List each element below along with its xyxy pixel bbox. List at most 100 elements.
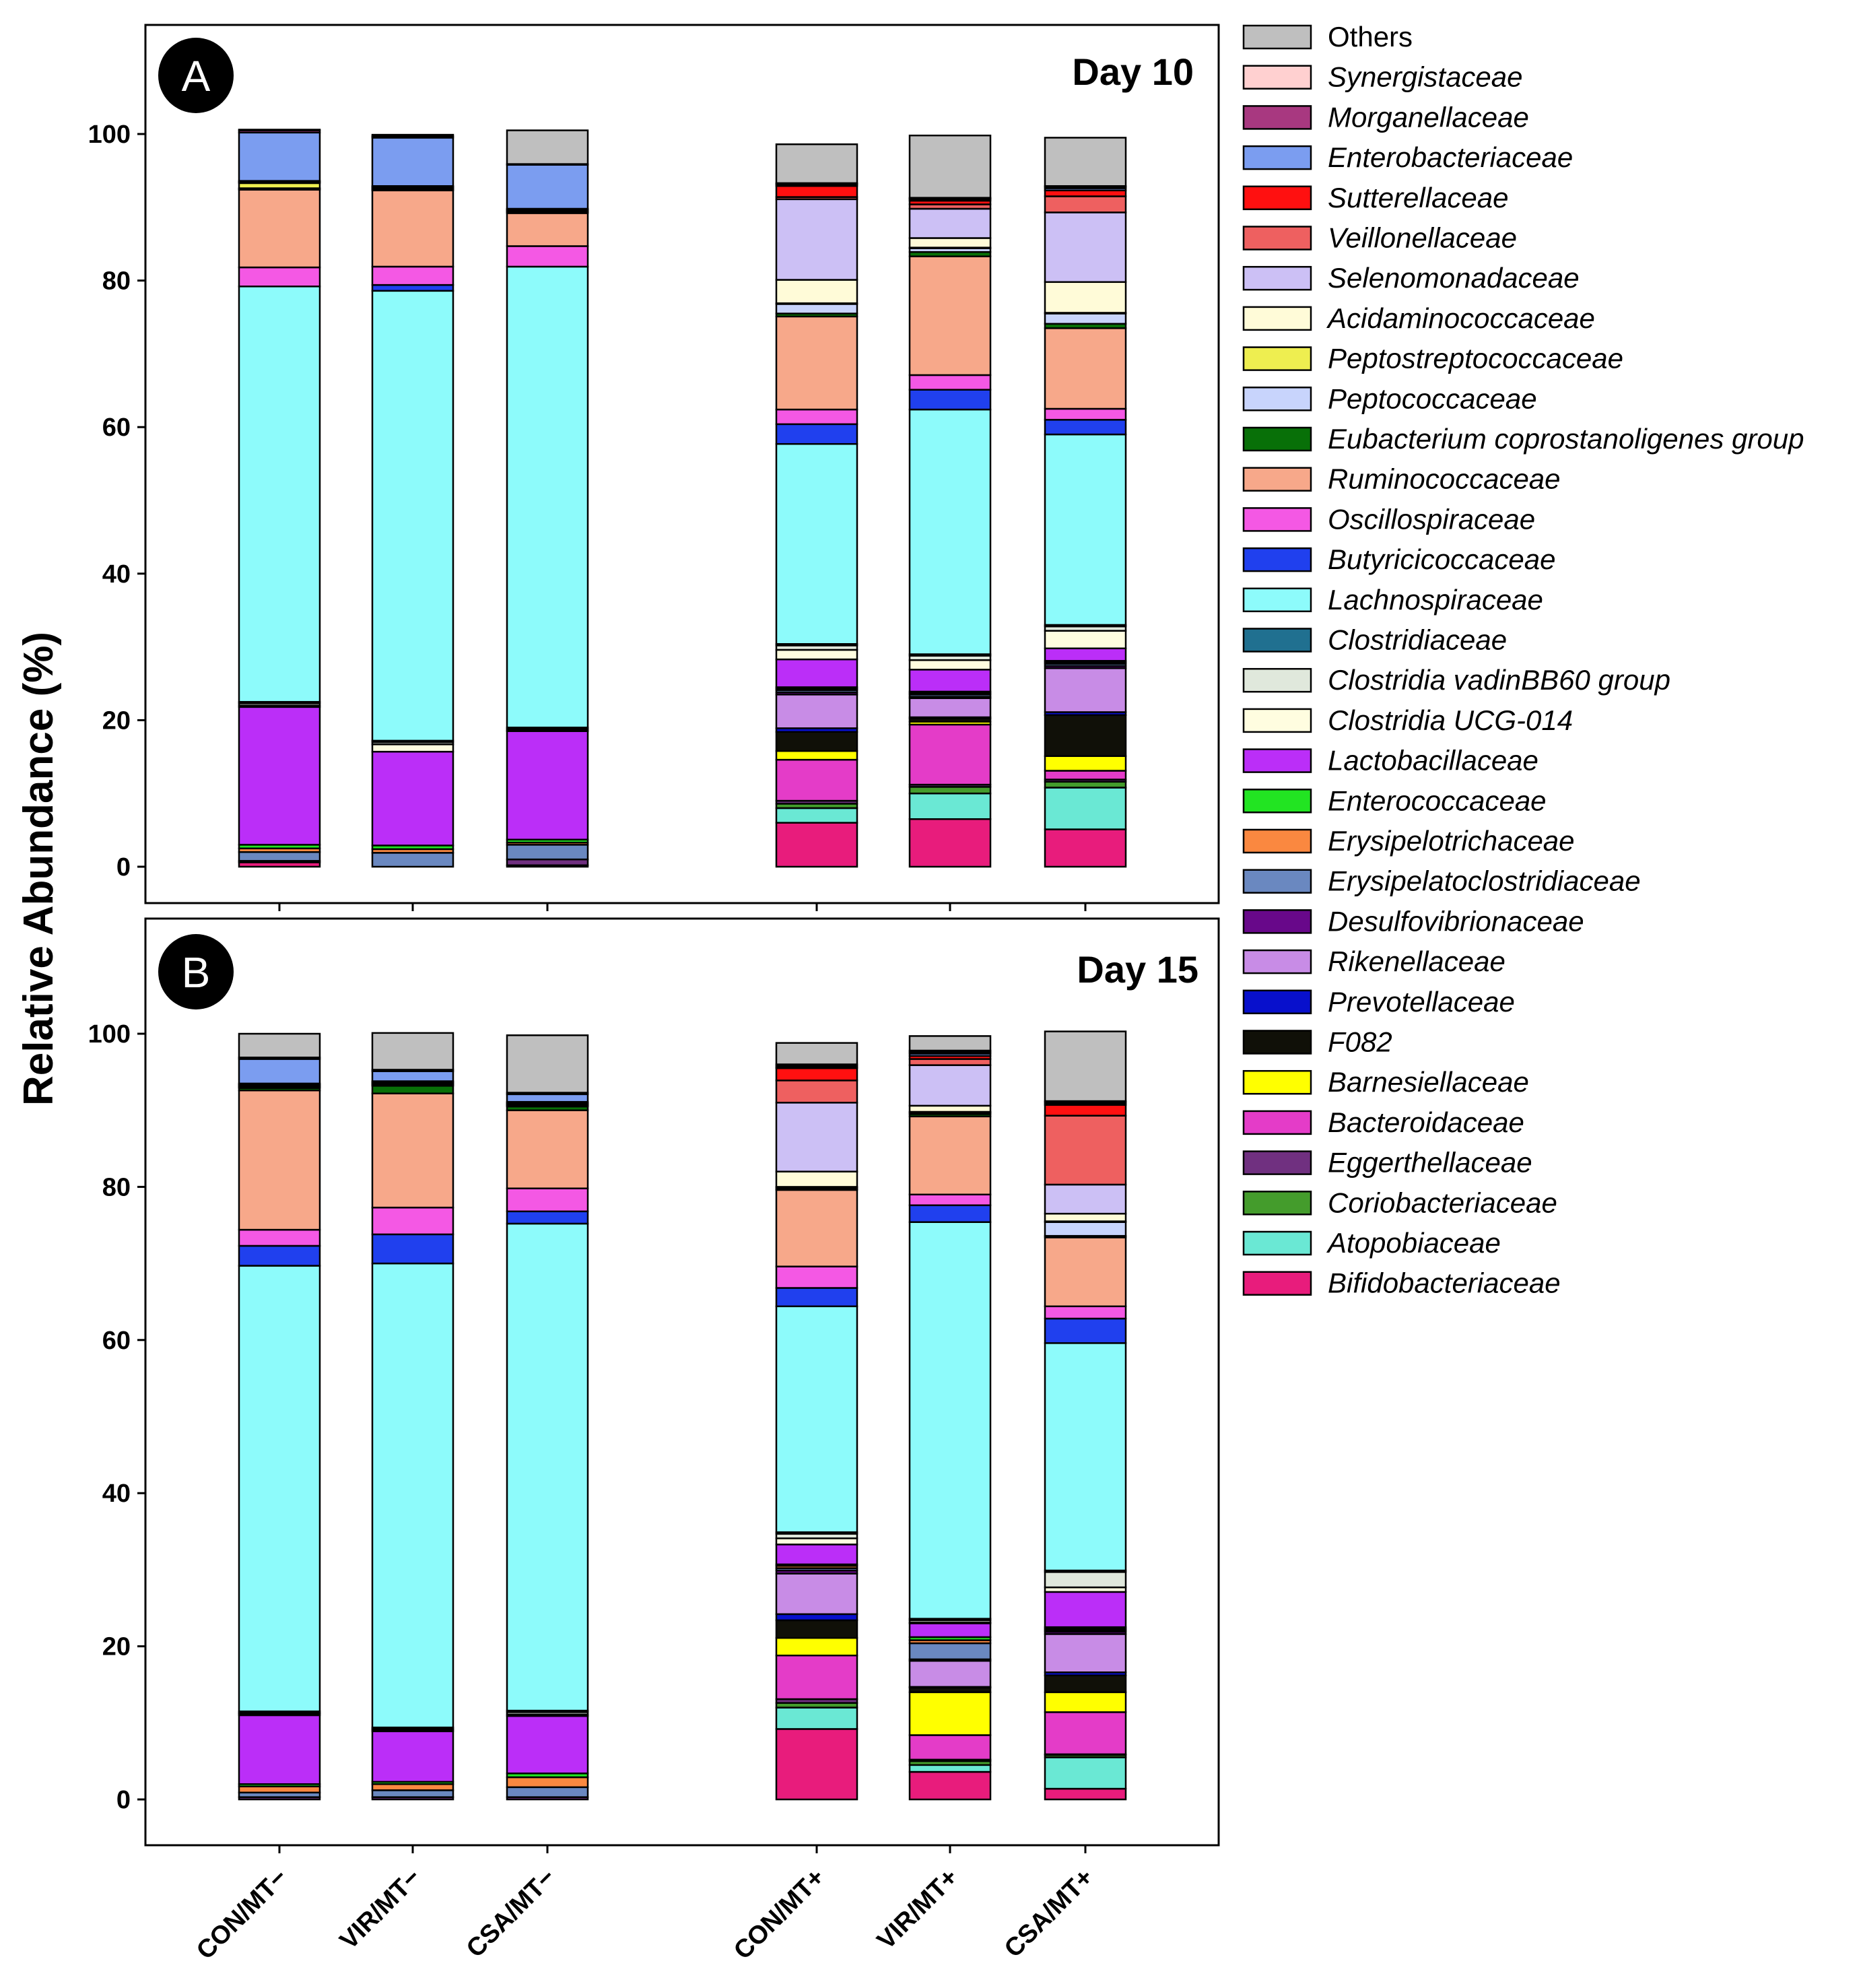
segment-atopobiaceae bbox=[908, 1764, 992, 1773]
segment-butyricicoccaceae bbox=[1044, 419, 1127, 436]
legend-item-bacteroidaceae: Bacteroidaceae bbox=[1242, 1106, 1524, 1138]
legend-swatch bbox=[1242, 1110, 1312, 1135]
panel-b-ytick-label: 20 bbox=[102, 1633, 131, 1661]
legend: Others Synergistaceae Morganellaceae Entero… bbox=[1242, 21, 1804, 1299]
legend-item-desulfovibrionaceae: Desulfovibrionaceae bbox=[1242, 905, 1584, 937]
segment-butyricicoccaceae bbox=[908, 1204, 992, 1223]
panel-b-bar-csa-mt bbox=[506, 1034, 589, 1801]
segment-erysipelotrichaceae bbox=[238, 1785, 321, 1794]
segment-erysipelotrichaceae bbox=[371, 1783, 454, 1791]
segment-selenomonadaceae bbox=[908, 1064, 992, 1107]
panel-b-ytick-label: 100 bbox=[88, 1020, 131, 1049]
segment-sutterellaceae bbox=[775, 185, 858, 198]
segment-oscillospiraceae bbox=[775, 408, 858, 426]
segment-acidaminococcaceae bbox=[908, 237, 992, 249]
legend-label: Clostridiaceae bbox=[1328, 624, 1507, 656]
segment-others bbox=[908, 1035, 992, 1052]
segment-coriobacteriaceae bbox=[908, 786, 992, 795]
legend-item-clostridia-vadinbb60-group: Clostridia vadinBB60 group bbox=[1242, 664, 1670, 696]
segment-lactobacillaceae bbox=[238, 706, 321, 846]
segment-rikenellaceae bbox=[775, 694, 858, 729]
segment-enterobacteriaceae bbox=[371, 137, 454, 187]
segment-lachnospiraceae bbox=[908, 408, 992, 655]
segment-lachnospiraceae bbox=[371, 290, 454, 742]
legend-item-acidaminococcaceae: Acidaminococcaceae bbox=[1242, 302, 1595, 334]
segment-ruminococcaceae bbox=[238, 1089, 321, 1231]
segment-bifidobacteriaceae bbox=[908, 818, 992, 868]
segment-erysipelatoclostridiaceae bbox=[371, 852, 454, 868]
legend-swatch bbox=[1242, 387, 1312, 411]
panel-b-ytick-label: 40 bbox=[102, 1480, 131, 1508]
segment-acidaminococcaceae bbox=[775, 1170, 858, 1188]
segment-atopobiaceae bbox=[775, 807, 858, 824]
legend-label: Selenomonadaceae bbox=[1328, 262, 1580, 294]
segment-selenomonadaceae bbox=[775, 198, 858, 281]
panel-a-bar-vir-mt bbox=[371, 133, 454, 868]
segment-others bbox=[238, 1032, 321, 1059]
segment-lactobacillaceae bbox=[238, 1714, 321, 1785]
segment-others bbox=[1044, 1030, 1127, 1102]
panel-b-bar-con-mt bbox=[238, 1032, 321, 1801]
panel-a-ytick-label: 100 bbox=[88, 121, 131, 149]
legend-swatch bbox=[1242, 628, 1312, 653]
legend-item-peptostreptococcaceae: Peptostreptococcaceae bbox=[1242, 343, 1623, 374]
panel-a-title: Day 10 bbox=[1072, 51, 1194, 93]
legend-swatch bbox=[1242, 667, 1312, 693]
legend-label: Morganellaceae bbox=[1328, 101, 1529, 133]
legend-swatch bbox=[1242, 226, 1312, 251]
segment-oscillospiraceae bbox=[371, 1206, 454, 1236]
legend-swatch bbox=[1242, 65, 1312, 90]
segment-lachnospiraceae bbox=[775, 442, 858, 645]
legend-item-rikenellaceae: Rikenellaceae bbox=[1242, 946, 1505, 977]
segment-f082 bbox=[775, 1619, 858, 1639]
segment-rikenellaceae bbox=[908, 1659, 992, 1688]
segment-lactobacillaceae bbox=[775, 1544, 858, 1566]
panel-b-ytick-label: 80 bbox=[102, 1173, 131, 1201]
segment-bacteroidaceae bbox=[775, 1654, 858, 1700]
panel-b-letter: B bbox=[182, 948, 211, 997]
legend-item-eggerthellaceae: Eggerthellaceae bbox=[1242, 1147, 1532, 1179]
segment-lachnospiraceae bbox=[506, 265, 589, 729]
panel-a-ytick-label: 80 bbox=[102, 267, 131, 296]
segment-oscillospiraceae bbox=[908, 1193, 992, 1206]
legend-item-erysipelatoclostridiaceae: Erysipelatoclostridiaceae bbox=[1242, 865, 1641, 897]
segment-acidaminococcaceae bbox=[1044, 1212, 1127, 1222]
segment-atopobiaceae bbox=[775, 1707, 858, 1730]
segment-f082 bbox=[1044, 714, 1127, 757]
legend-item-eubacterium-coprostanoligenes-group: Eubacterium coprostanoligenes group bbox=[1242, 423, 1804, 455]
segment-others bbox=[908, 134, 992, 199]
legend-swatch bbox=[1242, 24, 1312, 50]
segment-peptococcaceae bbox=[1044, 1221, 1127, 1237]
legend-item-butyricicoccaceae: Butyricicoccaceae bbox=[1242, 543, 1555, 575]
legend-label: Lachnospiraceae bbox=[1328, 584, 1543, 616]
segment-bacteroidaceae bbox=[775, 758, 858, 802]
panel-b-title: Day 15 bbox=[1077, 948, 1198, 991]
panel-b-bar-csa-mt bbox=[1044, 1030, 1127, 1801]
segment-prevotellaceae bbox=[775, 1613, 858, 1622]
legend-swatch bbox=[1242, 1150, 1312, 1175]
segment-selenomonadaceae bbox=[775, 1102, 858, 1172]
segment-selenomonadaceae bbox=[1044, 1183, 1127, 1215]
segment-ruminococcaceae bbox=[775, 315, 858, 411]
panel-a-bar-csa-mt bbox=[1044, 137, 1127, 868]
panel-b-bar-con-mt bbox=[775, 1042, 858, 1801]
segment-lactobacillaceae bbox=[1044, 647, 1127, 662]
legend-swatch bbox=[1242, 265, 1312, 291]
panel-a-letter: A bbox=[182, 52, 211, 100]
legend-item-ruminococcaceae: Ruminococcaceae bbox=[1242, 463, 1561, 495]
panel-a-ytick-label: 0 bbox=[116, 853, 131, 882]
segment-butyricicoccaceae bbox=[371, 1233, 454, 1265]
segment-others bbox=[238, 129, 321, 131]
panel-a-x-ticks bbox=[278, 903, 1087, 911]
panel-a-ytick-label: 20 bbox=[102, 706, 131, 735]
segment-ruminococcaceae bbox=[908, 1115, 992, 1196]
legend-label: F082 bbox=[1328, 1026, 1392, 1058]
legend-item-erysipelotrichaceae: Erysipelotrichaceae bbox=[1242, 825, 1575, 857]
legend-label: Acidaminococcaceae bbox=[1326, 302, 1595, 334]
segment-veillonellaceae bbox=[908, 1058, 992, 1066]
segment-rikenellaceae bbox=[908, 697, 992, 719]
segment-atopobiaceae bbox=[908, 792, 992, 820]
segment-f082 bbox=[1044, 1674, 1127, 1694]
legend-swatch bbox=[1242, 989, 1312, 1015]
segment-clostridia-vadinbb60-group bbox=[1044, 1571, 1127, 1589]
